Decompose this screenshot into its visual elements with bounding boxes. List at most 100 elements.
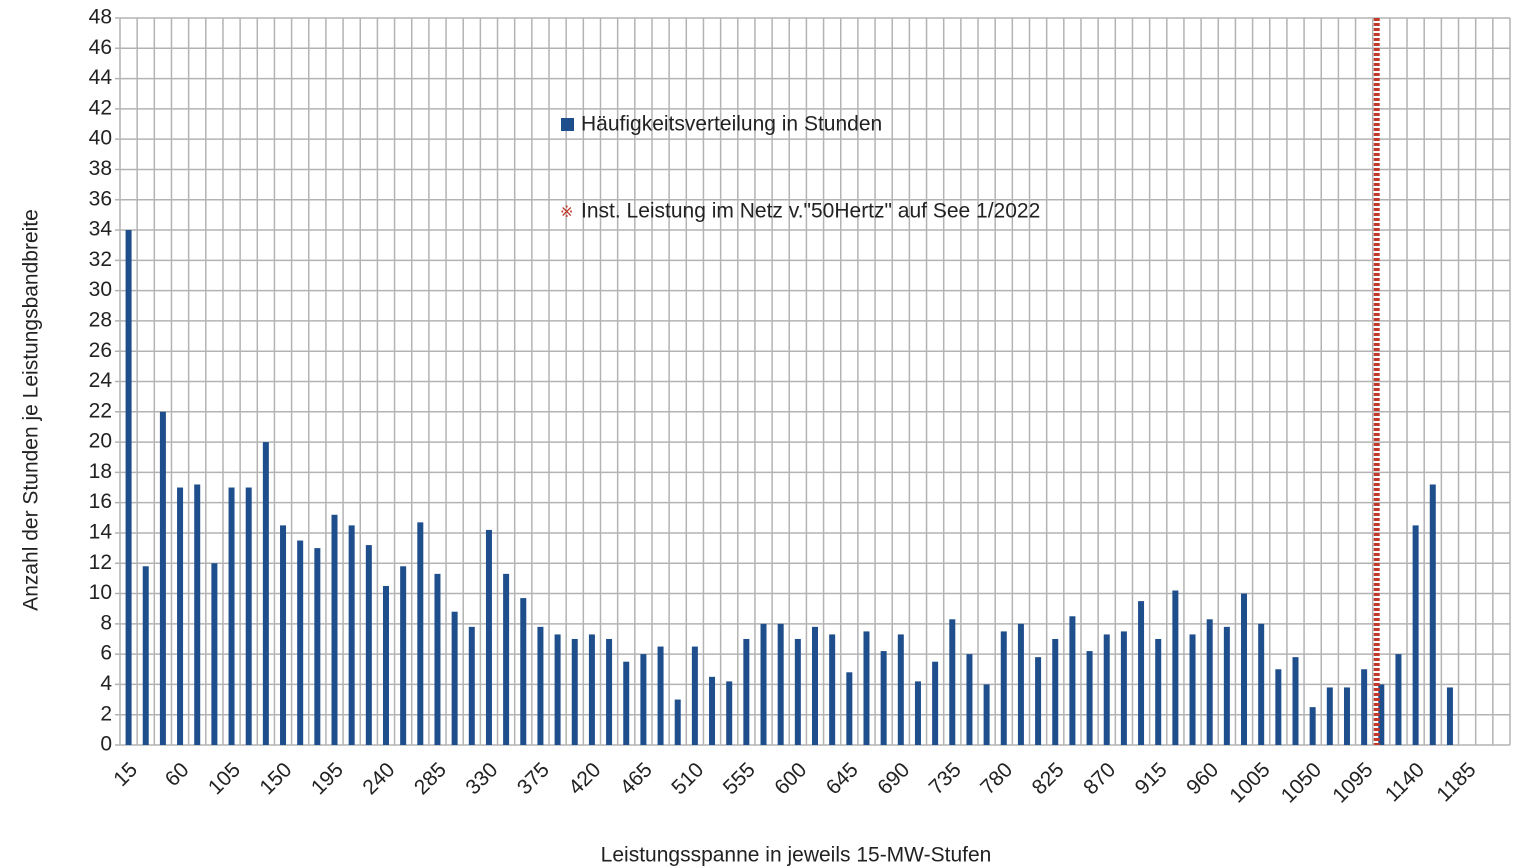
bar xyxy=(1189,634,1196,745)
x-tick-label: 1140 xyxy=(1381,758,1429,806)
x-tick-label: 240 xyxy=(358,758,399,799)
bar xyxy=(932,661,939,745)
bar xyxy=(966,654,973,745)
bar xyxy=(949,619,956,745)
x-tick-label: 195 xyxy=(307,758,348,799)
bar xyxy=(760,623,767,745)
bar xyxy=(520,598,527,745)
y-tick-label: 44 xyxy=(89,66,113,89)
bar xyxy=(1275,669,1282,745)
bar xyxy=(485,529,492,745)
bar xyxy=(434,573,441,745)
x-axis-title: Leistungsspanne in jeweils 15-MW-Stufen xyxy=(601,844,992,867)
y-tick-label: 6 xyxy=(100,642,112,665)
bar xyxy=(400,566,407,745)
bar xyxy=(1138,601,1145,745)
y-tick-label: 10 xyxy=(89,581,112,604)
bar xyxy=(331,514,338,745)
y-tick-label: 24 xyxy=(89,369,113,392)
legend-marker: ※ xyxy=(560,204,573,221)
bar xyxy=(468,626,475,745)
bar xyxy=(537,626,544,745)
bar xyxy=(794,638,801,745)
y-tick-label: 16 xyxy=(89,490,112,513)
x-tick-label: 915 xyxy=(1131,758,1172,799)
x-tick-label: 510 xyxy=(667,758,708,799)
bar xyxy=(1155,638,1162,745)
bar xyxy=(1069,616,1076,745)
y-tick-label: 20 xyxy=(89,430,112,453)
legend-swatch xyxy=(561,118,574,131)
bar xyxy=(451,611,458,745)
bar xyxy=(1446,687,1453,745)
bar xyxy=(606,638,613,745)
bar xyxy=(983,684,990,745)
bar xyxy=(142,566,149,745)
y-tick-label: 2 xyxy=(100,702,112,725)
bar xyxy=(1241,593,1248,745)
x-tick-label: 1005 xyxy=(1225,758,1274,807)
bar xyxy=(1395,654,1402,745)
x-tick-label: 645 xyxy=(822,758,863,799)
bar xyxy=(1292,657,1299,745)
bar xyxy=(365,545,372,745)
bar xyxy=(571,638,578,745)
x-tick-label: 870 xyxy=(1079,758,1120,799)
bar xyxy=(1017,623,1024,745)
bar xyxy=(1000,631,1007,745)
bar xyxy=(554,634,561,745)
y-tick-label: 32 xyxy=(89,248,112,271)
x-tick-label: 780 xyxy=(976,758,1017,799)
bar xyxy=(297,540,304,745)
bar xyxy=(211,563,218,745)
bar xyxy=(1429,484,1436,745)
bar xyxy=(314,548,321,745)
bar xyxy=(280,525,287,745)
bar xyxy=(417,522,424,745)
x-tick-label: 1185 xyxy=(1432,758,1480,806)
bar xyxy=(1035,657,1042,745)
bar xyxy=(1378,684,1385,745)
bar xyxy=(897,634,904,745)
bar xyxy=(125,230,132,745)
bar xyxy=(159,411,166,745)
bar xyxy=(1120,631,1127,745)
bar xyxy=(382,585,389,745)
y-tick-label: 40 xyxy=(89,127,112,150)
bar xyxy=(1103,634,1110,745)
bar xyxy=(245,487,252,745)
x-tick-label: 690 xyxy=(873,758,914,799)
y-tick-label: 42 xyxy=(89,96,112,119)
x-tick-label: 960 xyxy=(1182,758,1223,799)
bar xyxy=(1172,590,1179,745)
x-tick-label: 600 xyxy=(770,758,811,799)
x-tick-label: 150 xyxy=(255,758,296,799)
x-tick-label: 60 xyxy=(161,758,194,791)
bar xyxy=(1343,687,1350,745)
bar xyxy=(880,651,887,745)
bar xyxy=(743,638,750,745)
bar xyxy=(691,646,698,745)
y-tick-label: 14 xyxy=(89,521,113,544)
bar xyxy=(1223,626,1230,745)
bar xyxy=(1309,707,1316,745)
bar xyxy=(777,623,784,745)
bar xyxy=(863,631,870,745)
x-tick-label: 105 xyxy=(204,758,245,799)
bar xyxy=(623,661,630,745)
y-tick-label: 4 xyxy=(100,672,112,695)
bar xyxy=(228,487,235,745)
bar xyxy=(1258,623,1265,745)
bar xyxy=(194,484,201,745)
bar xyxy=(657,646,664,745)
y-tick-label: 8 xyxy=(100,611,112,634)
x-tick-label: 465 xyxy=(616,758,657,799)
y-tick-label: 36 xyxy=(89,187,112,210)
bar xyxy=(503,573,510,745)
bar xyxy=(812,626,818,745)
y-tick-label: 22 xyxy=(89,399,112,422)
bar xyxy=(709,676,716,745)
y-tick-label: 0 xyxy=(100,733,112,756)
x-tick-label: 15 xyxy=(109,758,142,791)
y-tick-label: 28 xyxy=(89,308,112,331)
